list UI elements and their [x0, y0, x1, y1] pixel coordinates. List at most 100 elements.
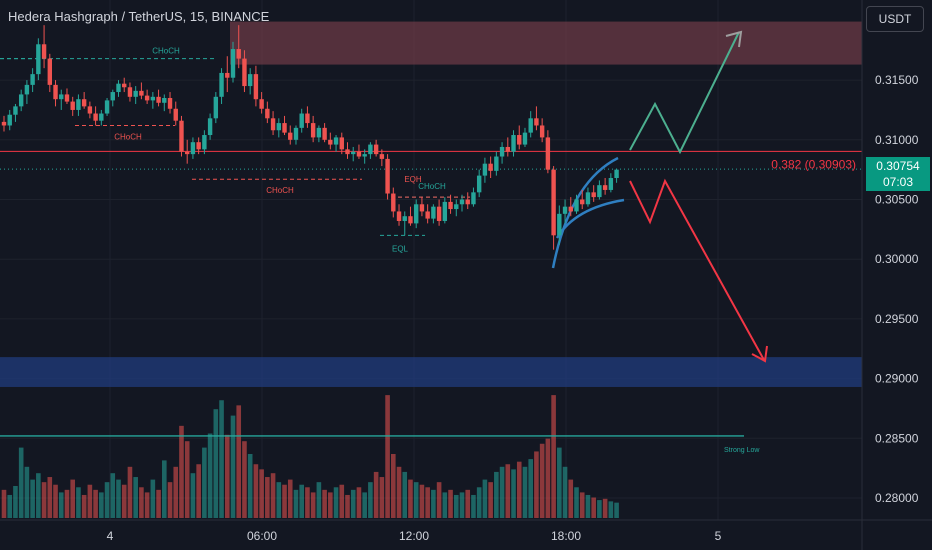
candle-body [465, 199, 470, 205]
grid [0, 0, 862, 520]
candle-body [522, 132, 528, 145]
candle-body [545, 137, 551, 170]
volume-bar [150, 479, 156, 518]
candle-body [310, 123, 316, 138]
volume-bar [528, 459, 533, 518]
volume-bar [265, 477, 270, 518]
candle-body [7, 114, 12, 126]
volume-bar [167, 482, 173, 518]
candle-body [104, 100, 110, 114]
candle-body [167, 98, 173, 109]
supply-zone [230, 21, 862, 65]
candle-body [574, 199, 579, 212]
volume-bar [391, 454, 396, 518]
structure-label: EQH [404, 175, 422, 184]
candle-body [614, 169, 619, 179]
candle-body [242, 58, 247, 87]
candle-body [179, 120, 184, 152]
bearish-arrowhead [751, 345, 768, 363]
volume-bar [13, 486, 18, 518]
x-tick-label: 18:00 [551, 529, 581, 543]
volume-bar [413, 482, 419, 518]
candle-body [225, 72, 230, 78]
candle-body [414, 204, 419, 224]
candle-body [276, 123, 281, 131]
volume-bar [36, 473, 41, 518]
candle-body [499, 146, 505, 157]
candle-body [528, 118, 533, 133]
candle-body [253, 74, 259, 100]
candle-body [247, 74, 253, 87]
candle-body [351, 151, 356, 155]
candle-body [557, 213, 562, 236]
volume-bar [591, 497, 596, 518]
volume-bar [236, 405, 242, 518]
currency-selector[interactable]: USDT [866, 6, 924, 32]
volume-bar [602, 498, 608, 518]
volume-bar [184, 441, 190, 518]
volume-bar [64, 489, 70, 518]
candle-body [18, 94, 24, 107]
channel-upper-curve [551, 156, 619, 269]
candle-body [431, 206, 436, 219]
volume-bar [76, 487, 81, 518]
volume-bar [299, 484, 304, 518]
volume-bar [81, 494, 87, 518]
volume-bar [379, 477, 385, 518]
candle-body [419, 204, 425, 212]
overlays [0, 30, 862, 437]
volume-bar [614, 502, 619, 518]
volume-bar [476, 487, 482, 518]
volume-bar [162, 460, 167, 518]
candle-body [448, 201, 453, 210]
candle-body [133, 90, 138, 97]
volume-bar [70, 479, 75, 518]
volume-bar [173, 466, 179, 518]
candle-body [270, 118, 276, 131]
volume-bar [408, 479, 413, 518]
candle-body [482, 163, 488, 176]
y-tick-label: 0.29500 [875, 312, 919, 326]
volume-bar [396, 466, 402, 518]
candle-body [30, 74, 35, 85]
volume-bar [190, 473, 196, 518]
volume-bar [339, 484, 345, 518]
volume-bar [608, 501, 614, 518]
candle-body [99, 113, 104, 121]
volume-bar [47, 477, 53, 518]
volume-bar [207, 433, 213, 518]
volume-bar [259, 469, 264, 518]
candle-body [173, 108, 178, 121]
volume-bar [156, 489, 161, 518]
volume-bar [322, 489, 327, 518]
volume-bar [431, 489, 436, 518]
candle-body [379, 154, 385, 159]
volume-bar [24, 466, 30, 518]
candle-body [517, 135, 522, 145]
volume-bar [499, 466, 505, 518]
volume-bar [551, 395, 556, 518]
volume-bar [328, 492, 333, 518]
candle-body [591, 192, 596, 198]
candle-body [93, 113, 98, 121]
candle-body [162, 98, 167, 103]
bar-countdown: 07:03 [882, 175, 914, 189]
y-tick-label: 0.31000 [875, 133, 919, 147]
candle-body [322, 127, 327, 140]
fib-label: 0.382 (0.30903) [771, 157, 856, 171]
volume-bar [333, 487, 339, 518]
volume-bar [144, 492, 150, 518]
candle-body [70, 101, 75, 110]
candle-body [24, 84, 30, 95]
volume-bar [53, 484, 58, 518]
y-tick-label: 0.30500 [875, 193, 919, 207]
volume-bar [597, 500, 602, 518]
volume-bar [350, 489, 356, 518]
candle-body [196, 142, 201, 150]
volume-bar [242, 441, 247, 518]
bullish-arrowhead [725, 30, 743, 48]
volume-bar [219, 400, 224, 518]
volume-bars [1, 395, 619, 518]
volume-bar [121, 484, 127, 518]
